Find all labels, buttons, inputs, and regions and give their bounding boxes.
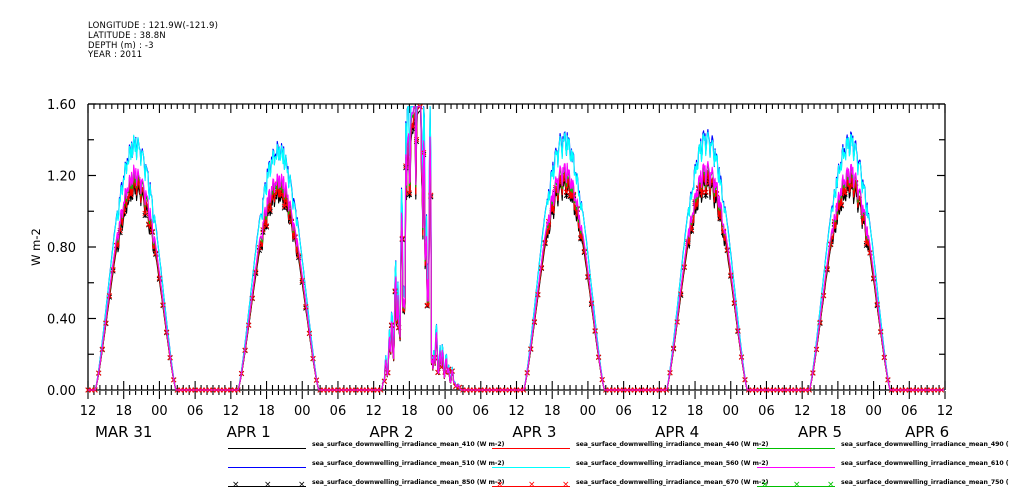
legend-swatch-line-670	[492, 486, 570, 487]
y-axis-title: W m-2	[29, 228, 43, 266]
x-tick-label: 00	[151, 404, 168, 419]
y-tick-label: 0.00	[47, 384, 76, 399]
y-tick-label: 0.40	[47, 313, 76, 328]
legend-marker-cross-icon: ×	[827, 480, 835, 490]
legend-label-490: sea_surface_downwelling_irradiance_mean_…	[841, 441, 1009, 448]
y-tick-label: 1.60	[47, 98, 76, 113]
x-tick-label: 12	[365, 404, 382, 419]
legend-column-2: sea_surface_downwelling_irradiance_mean_…	[757, 440, 1009, 497]
x-day-label: APR 3	[512, 423, 556, 441]
x-tick-label: 18	[687, 404, 704, 419]
legend-label-510: sea_surface_downwelling_irradiance_mean_…	[312, 460, 505, 467]
legend-swatch-line-510	[228, 467, 306, 468]
x-tick-label: 18	[115, 404, 132, 419]
legend-swatch-line-440	[492, 448, 570, 449]
legend-label-750: sea_surface_downwelling_irradiance_mean_…	[841, 479, 1009, 486]
x-day-label: APR 4	[655, 423, 699, 441]
x-tick-label: 12	[794, 404, 811, 419]
x-tick-label: 06	[473, 404, 490, 419]
x-tick-label: 06	[758, 404, 775, 419]
legend-swatch-line-490	[757, 448, 835, 449]
legend-item-410[interactable]: sea_surface_downwelling_irradiance_mean_…	[228, 440, 504, 459]
x-tick-label: 12	[937, 404, 954, 419]
legend-marker-cross-icon: ×	[298, 480, 306, 490]
metadata-year: YEAR : 2011	[88, 50, 143, 61]
metadata-block: LONGITUDE : 121.9W(-121.9) LATITUDE : 38…	[88, 21, 219, 61]
legend-item-560[interactable]: sea_surface_downwelling_irradiance_mean_…	[492, 459, 768, 478]
legend-item-850[interactable]: × × × sea_surface_downwelling_irradiance_me…	[228, 478, 504, 497]
x-tick-label: 18	[401, 404, 418, 419]
legend-column-1: sea_surface_downwelling_irradiance_mean_…	[492, 440, 768, 497]
legend-item-490[interactable]: sea_surface_downwelling_irradiance_mean_…	[757, 440, 1009, 459]
x-tick-label: 18	[544, 404, 561, 419]
legend-item-510[interactable]: sea_surface_downwelling_irradiance_mean_…	[228, 459, 504, 478]
chart-curves	[85, 104, 945, 393]
legend-swatch-line-610	[757, 467, 835, 468]
legend-label-440: sea_surface_downwelling_irradiance_mean_…	[576, 441, 769, 448]
x-tick-label: 00	[580, 404, 597, 419]
x-tick-label: 18	[258, 404, 275, 419]
legend-marker-cross-icon: ×	[562, 480, 570, 490]
legend-marker-cross-icon: ×	[793, 480, 801, 490]
x-day-label: APR 5	[798, 423, 842, 441]
legend-marker-cross-icon: ×	[761, 480, 769, 490]
legend-swatch-line-850	[228, 486, 306, 487]
legend-item-610[interactable]: sea_surface_downwelling_irradiance_mean_…	[757, 459, 1009, 478]
x-tick-label: 06	[187, 404, 204, 419]
legend-marker-cross-icon: ×	[496, 480, 504, 490]
legend-item-670[interactable]: × × × sea_surface_downwelling_irradiance_me…	[492, 478, 768, 497]
x-tick-label: 06	[615, 404, 632, 419]
x-tick-label: 00	[722, 404, 739, 419]
x-tick-label: 00	[294, 404, 311, 419]
x-tick-label: 12	[651, 404, 668, 419]
x-tick-label: 12	[80, 404, 97, 419]
legend-label-410: sea_surface_downwelling_irradiance_mean_…	[312, 441, 505, 448]
y-tick-label: 0.80	[47, 241, 76, 256]
legend-item-440[interactable]: sea_surface_downwelling_irradiance_mean_…	[492, 440, 768, 459]
x-tick-label: 00	[437, 404, 454, 419]
x-day-label: APR 2	[369, 423, 413, 441]
x-day-label: APR 1	[227, 423, 271, 441]
x-day-label: APR 6	[905, 423, 949, 441]
metadata-latitude: LATITUDE : 38.8N	[88, 30, 166, 41]
legend-label-850: sea_surface_downwelling_irradiance_mean_…	[312, 479, 505, 486]
legend-item-750[interactable]: × × × sea_surface_downwelling_irradiance_me…	[757, 478, 1009, 497]
legend-marker-cross-icon: ×	[528, 480, 536, 490]
x-day-label: MAR 31	[95, 423, 152, 441]
series-line-610	[88, 106, 945, 391]
x-tick-label: 06	[901, 404, 918, 419]
legend-marker-cross-icon: ×	[264, 480, 272, 490]
legend-marker-cross-icon: ×	[232, 480, 240, 490]
legend-swatch-line-750	[757, 486, 835, 487]
legend-label-670: sea_surface_downwelling_irradiance_mean_…	[576, 479, 769, 486]
x-tick-label: 06	[330, 404, 347, 419]
chart-legend: sea_surface_downwelling_irradiance_mean_…	[0, 440, 1009, 504]
x-tick-label: 18	[830, 404, 847, 419]
metadata-depth: DEPTH (m) : -3	[88, 40, 154, 51]
legend-swatch-line-410	[228, 448, 306, 449]
legend-label-560: sea_surface_downwelling_irradiance_mean_…	[576, 460, 769, 467]
metadata-longitude: LONGITUDE : 121.9W(-121.9)	[88, 21, 219, 31]
x-tick-label: 00	[865, 404, 882, 419]
legend-swatch-line-560	[492, 467, 570, 468]
legend-column-0: sea_surface_downwelling_irradiance_mean_…	[228, 440, 504, 497]
legend-label-610: sea_surface_downwelling_irradiance_mean_…	[841, 460, 1009, 467]
y-tick-label: 1.20	[47, 170, 76, 185]
x-tick-label: 12	[223, 404, 240, 419]
x-tick-label: 12	[508, 404, 525, 419]
